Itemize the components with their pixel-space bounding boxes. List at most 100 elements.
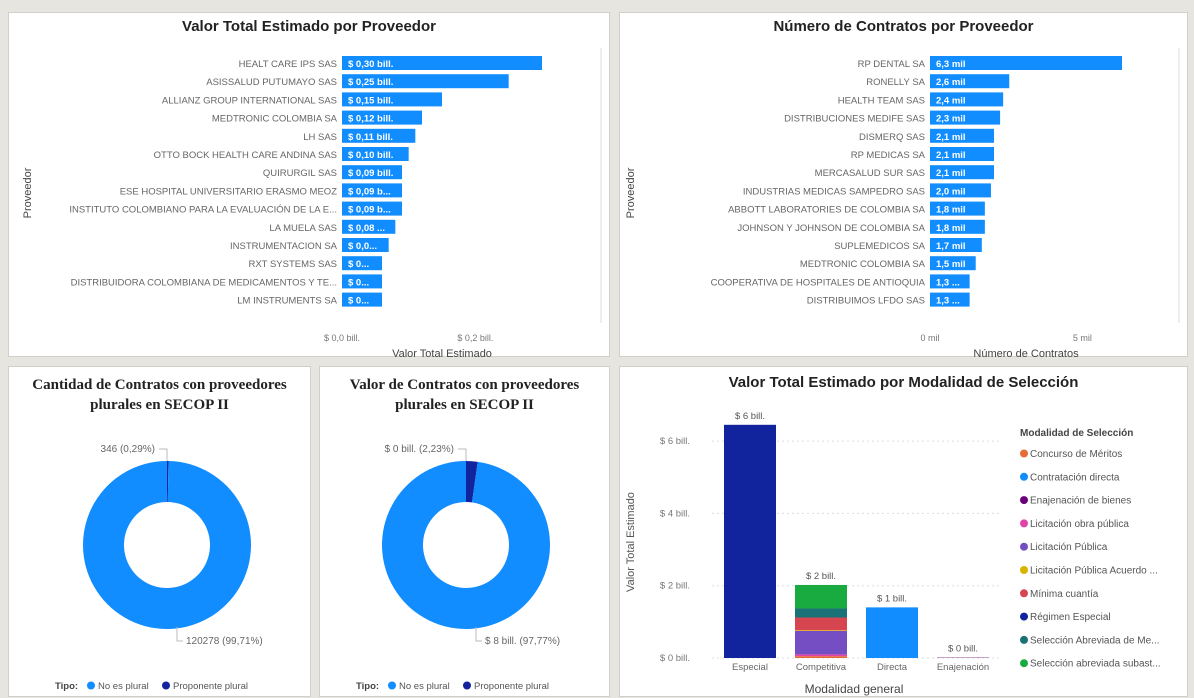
legend-label: Mínima cuantía xyxy=(1030,589,1099,600)
x-axis-label: Número de Contratos xyxy=(973,348,1079,360)
legend-label: Enajenación de bienes xyxy=(1030,496,1131,507)
legend-marker xyxy=(1020,636,1028,644)
legend-label: Proponente plural xyxy=(474,681,549,692)
total-label: $ 1 bill. xyxy=(877,593,907,604)
data-label: $ 0 bill. (2,23%) xyxy=(385,444,454,455)
data-label: 2,6 mil xyxy=(936,77,966,88)
data-label: 2,1 mil xyxy=(936,150,966,161)
category-label: ALLIANZ GROUP INTERNATIONAL SAS xyxy=(162,95,337,106)
y-tick-label: $ 4 bill. xyxy=(660,508,690,519)
category-label: DISMERQ SAS xyxy=(859,132,925,143)
data-label: 1,7 mil xyxy=(936,241,966,252)
data-label: $ 0... xyxy=(348,277,369,288)
data-label: $ 0,15 bill. xyxy=(348,95,393,106)
bar-segment xyxy=(795,656,847,658)
bar-segment xyxy=(724,425,776,658)
data-label: 2,1 mil xyxy=(936,168,966,179)
legend-marker xyxy=(1020,613,1028,621)
data-label: $ 0,09 b... xyxy=(348,186,391,197)
data-label: 1,3 ... xyxy=(936,296,960,307)
leader-line xyxy=(476,627,482,641)
data-label: 2,4 mil xyxy=(936,95,966,106)
legend-label: Selección Abreviada de Me... xyxy=(1030,635,1160,646)
category-label: SUPLEMEDICOS SA xyxy=(834,241,925,252)
y-tick-label: $ 6 bill. xyxy=(660,436,690,447)
category-label: INDUSTRIAS MEDICAS SAMPEDRO SAS xyxy=(743,186,925,197)
legend-marker xyxy=(1020,543,1028,551)
category-label: DISTRIBUIMOS LFDO SAS xyxy=(807,296,925,307)
data-label: $ 0,25 bill. xyxy=(348,77,393,88)
data-label: $ 0,10 bill. xyxy=(348,150,393,161)
legend-marker xyxy=(1020,589,1028,597)
category-label: COOPERATIVA DE HOSPITALES DE ANTIOQUIA xyxy=(711,277,926,288)
data-label: 2,3 mil xyxy=(936,114,966,125)
x-tick-label: 5 mil xyxy=(1073,333,1092,343)
bar-segment xyxy=(795,630,847,631)
legend-label: Régimen Especial xyxy=(1030,612,1111,623)
bar-segment xyxy=(795,608,847,617)
data-label: 1,8 mil xyxy=(936,205,966,216)
category-label: RONELLY SA xyxy=(866,77,925,88)
legend-marker xyxy=(1020,659,1028,667)
bar-segment xyxy=(795,618,847,631)
legend-marker xyxy=(162,682,170,690)
legend-marker xyxy=(1020,519,1028,527)
data-label: $ 0,09 b... xyxy=(348,205,391,216)
data-label: 1,8 mil xyxy=(936,223,966,234)
legend-marker xyxy=(1020,450,1028,458)
category-label: OTTO BOCK HEALTH CARE ANDINA SAS xyxy=(154,150,337,161)
bar-segment xyxy=(795,654,847,656)
category-label: LA MUELA SAS xyxy=(269,223,337,234)
legend-label: No es plural xyxy=(98,681,149,692)
legend-label: No es plural xyxy=(399,681,450,692)
bar-segment xyxy=(795,631,847,655)
x-tick-label: Directa xyxy=(877,662,908,673)
chart-panel-contratos-proveedor: Número de Contratos por Proveedor RP DEN… xyxy=(619,12,1188,357)
data-label: 1,5 mil xyxy=(936,259,966,270)
legend-label: Selección abreviada subast... xyxy=(1030,659,1161,670)
data-label: $ 0,11 bill. xyxy=(348,132,393,143)
x-tick-label: Especial xyxy=(732,662,768,673)
data-label: $ 0... xyxy=(348,296,369,307)
data-label: $ 0,12 bill. xyxy=(348,114,393,125)
y-axis-label: Valor Total Estimado xyxy=(625,492,637,592)
category-label: QUIRURGIL SAS xyxy=(263,168,337,179)
chart-panel-modalidad: Valor Total Estimado por Modalidad de Se… xyxy=(619,366,1188,697)
category-label: ASISSALUD PUTUMAYO SAS xyxy=(206,77,337,88)
stacked-bar-chart-modalidad: $ 0 bill.$ 2 bill.$ 4 bill.$ 6 bill.$ 6 … xyxy=(620,367,1189,698)
legend-marker xyxy=(87,682,95,690)
x-tick-label: $ 0,2 bill. xyxy=(457,333,493,343)
category-label: DISTRIBUCIONES MEDIFE SAS xyxy=(784,114,925,125)
category-label: RP DENTAL SA xyxy=(858,59,926,70)
legend-marker xyxy=(1020,473,1028,481)
total-label: $ 0 bill. xyxy=(948,644,978,655)
category-label: MERCASALUD SUR SAS xyxy=(815,168,925,179)
data-label: $ 0,08 ... xyxy=(348,223,385,234)
category-label: LH SAS xyxy=(303,132,337,143)
legend-title: Modalidad de Selección xyxy=(1020,428,1133,439)
category-label: JOHNSON Y JOHNSON DE COLOMBIA SA xyxy=(737,223,925,234)
y-axis-label: Proveedor xyxy=(22,167,34,218)
legend-marker xyxy=(388,682,396,690)
data-label: $ 0,0... xyxy=(348,241,377,252)
data-label: 2,0 mil xyxy=(936,186,966,197)
legend-title: Tipo: xyxy=(356,681,379,692)
category-label: HEALTH TEAM SAS xyxy=(838,95,925,106)
category-label: ABBOTT LABORATORIES DE COLOMBIA SA xyxy=(728,205,926,216)
data-label: $ 0... xyxy=(348,259,369,270)
category-label: HEALT CARE IPS SAS xyxy=(239,59,337,70)
leader-line xyxy=(159,449,167,461)
bar-segment xyxy=(866,607,918,658)
legend-label: Licitación Pública xyxy=(1030,542,1108,553)
legend-title: Tipo: xyxy=(55,681,78,692)
leader-line xyxy=(458,449,466,461)
category-label: RXT SYSTEMS SAS xyxy=(248,259,337,270)
donut-chart-cantidad: 346 (0,29%)120278 (99,71%)Tipo:No es plu… xyxy=(9,367,312,698)
x-tick-label: 0 mil xyxy=(920,333,939,343)
category-label: DISTRIBUIDORA COLOMBIANA DE MEDICAMENTOS… xyxy=(71,277,337,288)
data-label: $ 0,09 bill. xyxy=(348,168,393,179)
x-axis-label: Valor Total Estimado xyxy=(392,348,492,360)
category-label: LM INSTRUMENTS SA xyxy=(237,296,337,307)
category-label: INSTITUTO COLOMBIANO PARA LA EVALUACIÓN … xyxy=(69,205,337,216)
total-label: $ 6 bill. xyxy=(735,411,765,422)
